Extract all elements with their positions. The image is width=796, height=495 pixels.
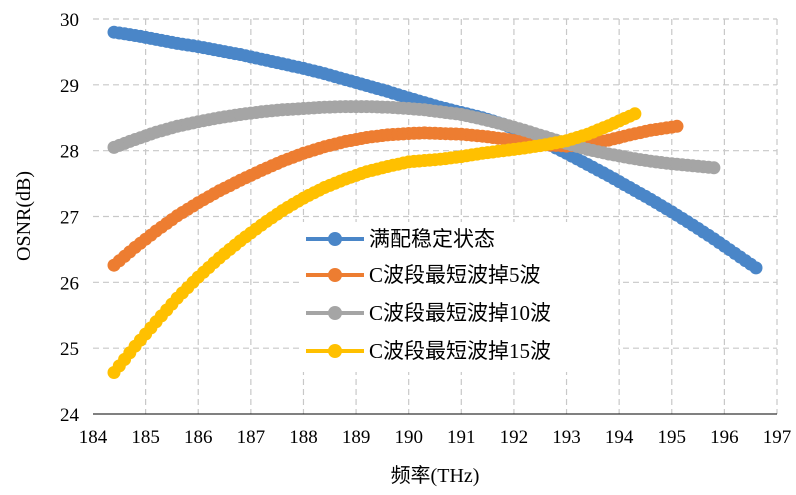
series-2 — [107, 100, 721, 175]
legend-marker-0 — [328, 232, 342, 246]
legend-label-0: 满配稳定状态 — [369, 227, 495, 251]
x-tick-label: 191 — [447, 427, 476, 448]
plot-area — [107, 25, 763, 379]
grid — [93, 18, 778, 414]
y-tick-label: 27 — [60, 208, 79, 229]
x-tick-label: 194 — [605, 427, 634, 448]
x-tick-label: 184 — [79, 427, 108, 448]
y-tick-label: 26 — [60, 273, 79, 294]
x-tick-label: 195 — [658, 427, 687, 448]
legend-label-1: C波段最短波掉5波 — [369, 263, 541, 287]
data-point — [707, 161, 721, 175]
x-tick-label: 192 — [500, 427, 529, 448]
y-tick-label: 25 — [60, 339, 79, 360]
legend: 满配稳定状态 C波段最短波掉5波 C波段最短波掉10波 C波段最短波掉15波 — [300, 222, 618, 372]
x-tick-label: 185 — [131, 427, 160, 448]
data-point — [670, 119, 684, 133]
x-tick-label: 186 — [184, 427, 213, 448]
x-tick-label: 193 — [552, 427, 581, 448]
x-tick-label: 188 — [289, 427, 318, 448]
axis-ticks: 184 185 186 187 188 189 190 191 192 193 194 195 196 1… — [60, 10, 791, 448]
legend-marker-1 — [328, 268, 342, 282]
data-point — [749, 261, 763, 275]
x-tick-label: 197 — [763, 427, 792, 448]
legend-label-2: C波段最短波掉10波 — [369, 301, 551, 325]
x-tick-label: 196 — [710, 427, 739, 448]
legend-label-3: C波段最短波掉15波 — [369, 339, 551, 363]
y-tick-label: 24 — [60, 405, 80, 426]
legend-box — [300, 222, 618, 372]
x-tick-label: 190 — [394, 427, 423, 448]
legend-marker-2 — [328, 306, 342, 320]
y-tick-label: 30 — [60, 10, 79, 31]
x-tick-label: 187 — [237, 427, 266, 448]
x-tick-label: 189 — [342, 427, 371, 448]
legend-marker-3 — [328, 344, 342, 358]
y-axis-title: OSNR(dB) — [13, 171, 35, 261]
y-tick-label: 29 — [60, 76, 79, 97]
series-3 — [107, 107, 642, 379]
x-axis-title: 频率(THz) — [391, 464, 480, 487]
y-tick-label: 28 — [60, 142, 79, 163]
data-point — [628, 107, 642, 121]
